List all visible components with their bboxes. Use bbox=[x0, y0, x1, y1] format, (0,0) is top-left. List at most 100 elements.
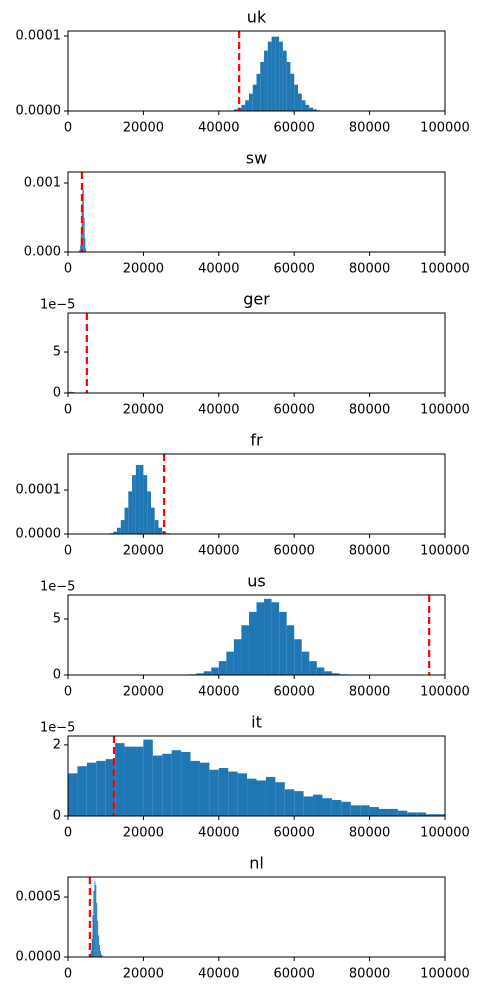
histogram-bar bbox=[260, 61, 265, 111]
subplot: sw 0 20000 40000 60000 80000 100000 0.000 0.001 bbox=[24, 149, 470, 277]
histogram-bar bbox=[435, 814, 445, 816]
y-tick-label: 2 bbox=[53, 737, 61, 752]
histogram-bar bbox=[265, 776, 276, 816]
histogram-bar bbox=[101, 955, 103, 957]
y-tick-label: 0 bbox=[53, 809, 61, 824]
histogram-bar bbox=[228, 771, 238, 816]
histogram-bar bbox=[218, 768, 229, 816]
histogram-bar bbox=[100, 951, 101, 957]
subplot: ger 0 20000 40000 60000 80000 100000 0 5 1e−5 bbox=[40, 290, 470, 418]
histogram-bar bbox=[218, 661, 227, 675]
histogram-bar bbox=[294, 639, 302, 675]
histogram-bar bbox=[279, 41, 283, 112]
histogram-bar bbox=[96, 760, 106, 816]
x-tick-label: 0 bbox=[64, 262, 72, 277]
axes-frame bbox=[67, 735, 446, 817]
histogram-bar bbox=[241, 625, 249, 675]
histogram-bar bbox=[154, 520, 159, 534]
histogram-bar bbox=[301, 100, 306, 111]
histogram-bar bbox=[290, 73, 295, 111]
histogram-bar bbox=[162, 753, 172, 816]
histogram-bar bbox=[77, 766, 87, 816]
x-tick-label: 40000 bbox=[198, 826, 239, 841]
y-offset-label: 1e−5 bbox=[40, 580, 75, 595]
histogram-bar bbox=[245, 100, 249, 111]
histogram-bar bbox=[297, 93, 302, 111]
y-tick-label: 0.001 bbox=[24, 176, 61, 191]
histogram-bar bbox=[341, 801, 351, 816]
histogram-bar bbox=[226, 651, 234, 675]
histogram-bar bbox=[303, 796, 314, 816]
histogram-bar bbox=[247, 778, 257, 816]
x-tick-label: 0 bbox=[64, 685, 72, 700]
histogram-bar bbox=[309, 661, 317, 675]
histogram-bar bbox=[120, 520, 125, 534]
y-tick-label: 0.0000 bbox=[16, 950, 62, 965]
histogram-bar bbox=[379, 808, 389, 816]
histogram-bar bbox=[128, 491, 133, 534]
x-tick-label: 60000 bbox=[274, 967, 315, 982]
histogram-bar bbox=[271, 36, 276, 111]
x-tick-label: 100000 bbox=[420, 544, 470, 559]
histogram-bar bbox=[248, 93, 253, 111]
y-tick-label: 5 bbox=[53, 345, 61, 360]
subplot: us 0 20000 40000 60000 80000 100000 0 5 1e−5 bbox=[40, 572, 470, 700]
y-tick-label: 0.0005 bbox=[16, 890, 62, 905]
histogram-bar bbox=[256, 73, 261, 111]
histogram-bar bbox=[105, 759, 116, 816]
x-tick-label: 20000 bbox=[123, 685, 164, 700]
histogram-bar bbox=[237, 773, 248, 816]
y-tick-label: 0.000 bbox=[24, 245, 61, 260]
histogram-bar bbox=[69, 391, 72, 393]
histogram-bar bbox=[388, 808, 398, 816]
x-tick-label: 80000 bbox=[349, 544, 390, 559]
histogram-bar bbox=[316, 667, 325, 675]
histogram-bar bbox=[309, 107, 314, 111]
x-tick-label: 40000 bbox=[198, 967, 239, 982]
histogram-bar bbox=[181, 752, 191, 816]
histogram-bar bbox=[331, 673, 340, 675]
histogram-bar bbox=[256, 780, 266, 816]
subplot-title: fr bbox=[250, 431, 263, 450]
y-tick-label: 0.0001 bbox=[16, 483, 62, 498]
axes-frame bbox=[67, 876, 446, 958]
x-tick-label: 60000 bbox=[274, 121, 315, 136]
histogram-bar bbox=[264, 598, 272, 675]
x-tick-label: 40000 bbox=[198, 403, 239, 418]
histogram-bar bbox=[350, 805, 361, 816]
histogram-bar bbox=[196, 673, 204, 675]
histogram-bar bbox=[211, 667, 219, 675]
subplot-title: uk bbox=[247, 8, 267, 27]
histogram-bar bbox=[203, 671, 212, 675]
subplot: nl 0 20000 40000 60000 80000 100000 0.0000 0.000… bbox=[16, 854, 470, 982]
histogram-bar bbox=[90, 951, 92, 957]
subplot-title: ger bbox=[243, 290, 270, 309]
x-tick-label: 60000 bbox=[274, 403, 315, 418]
y-offset-label: 1e−5 bbox=[40, 721, 75, 736]
histogram-bar bbox=[248, 611, 257, 675]
histogram-bar bbox=[124, 507, 129, 534]
subplot: fr 0 20000 40000 60000 80000 100000 0.0000 0.000… bbox=[16, 431, 470, 559]
histogram-bar bbox=[68, 773, 78, 816]
histogram-bar bbox=[199, 762, 210, 816]
x-tick-label: 40000 bbox=[198, 262, 239, 277]
y-tick-label: 0 bbox=[53, 386, 61, 401]
histogram-bar bbox=[264, 50, 268, 111]
histogram-bar bbox=[331, 800, 342, 816]
axes-frame bbox=[67, 453, 446, 535]
histogram-bar bbox=[294, 84, 298, 111]
y-tick-label: 0.0001 bbox=[16, 29, 62, 44]
histogram-bar bbox=[152, 755, 163, 816]
histogram-bar bbox=[97, 921, 99, 957]
histogram-bar bbox=[397, 810, 408, 816]
x-tick-label: 60000 bbox=[274, 544, 315, 559]
histogram-bar bbox=[80, 245, 81, 252]
histogram-bar bbox=[282, 50, 287, 111]
x-tick-label: 20000 bbox=[123, 121, 164, 136]
x-tick-label: 80000 bbox=[349, 826, 390, 841]
histogram-bar bbox=[117, 527, 121, 534]
histogram-bar bbox=[313, 109, 317, 111]
histogram-bar bbox=[85, 248, 87, 252]
x-tick-label: 100000 bbox=[420, 826, 470, 841]
histogram-bar bbox=[171, 750, 182, 816]
